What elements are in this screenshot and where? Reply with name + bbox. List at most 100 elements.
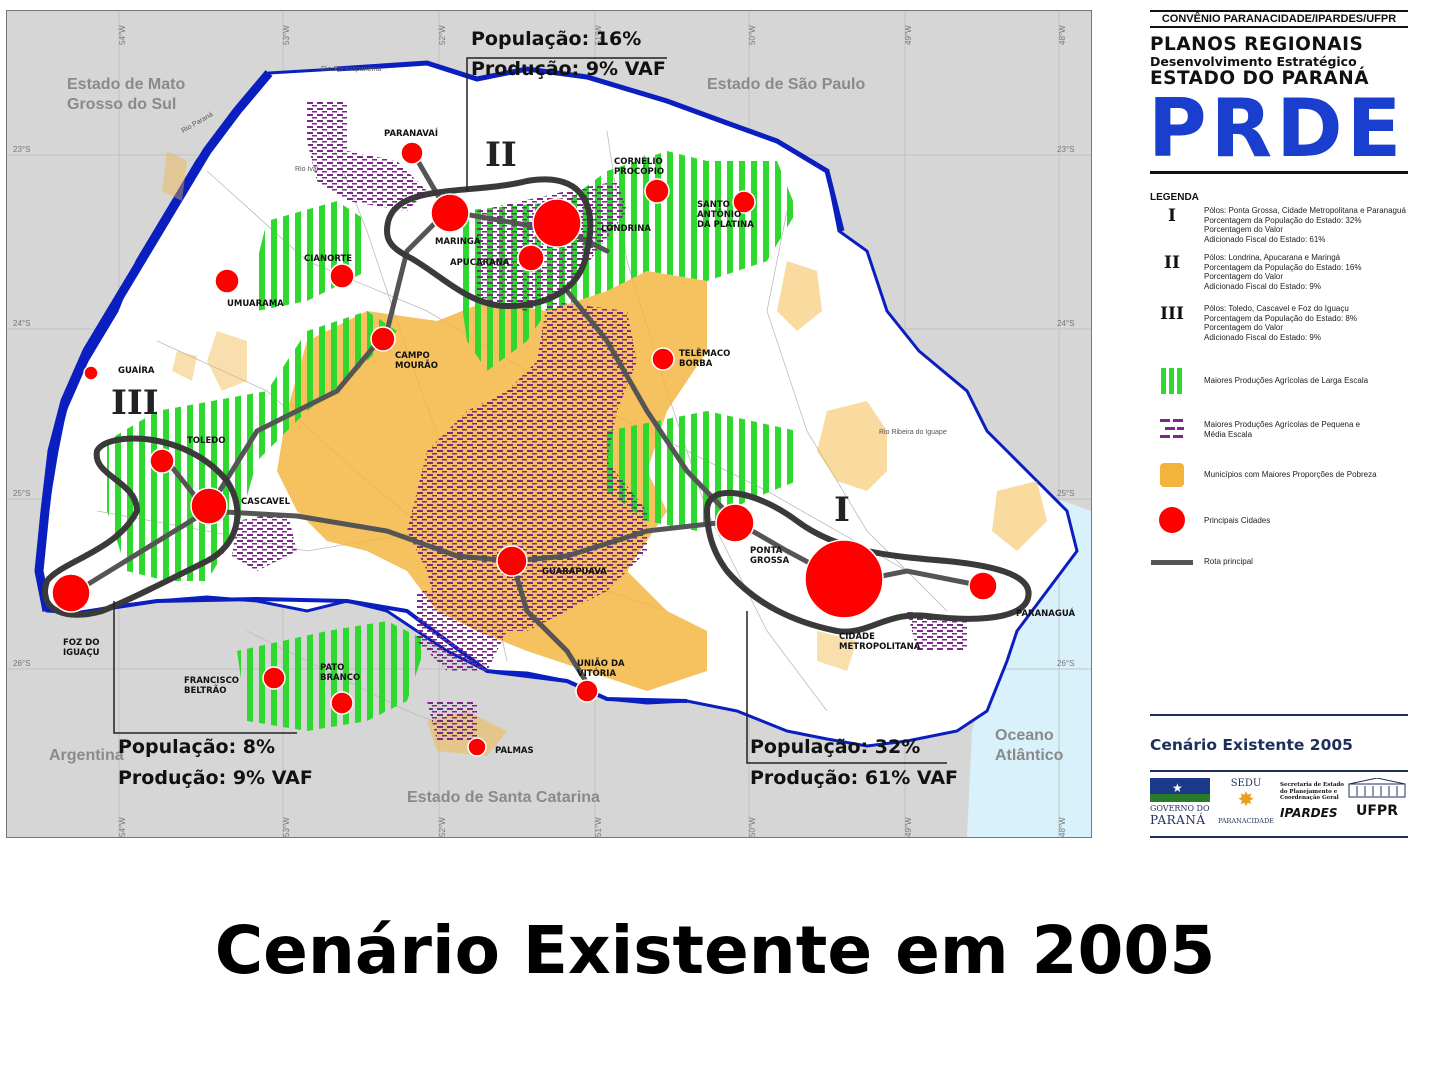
gov-text-1: GOVERNO DO [1150,804,1210,813]
city-label: PARANAGUÁ [1016,607,1075,619]
red-circle-icon [1159,507,1185,533]
city-paranavai-marker [400,141,424,165]
city-label: MARINGÁ [435,235,481,247]
region-ii-production: Produção: 9% VAF [471,58,666,80]
sec-text-2: do Planejamento e [1280,788,1338,795]
city-label: METROPOLITANA [839,642,921,652]
city-pato-branco-marker [330,691,354,715]
legend-text: Média Escala [1204,429,1253,439]
city-uniao-marker [575,679,599,703]
region-i-outline [703,489,1032,635]
legend-pole-iii: III Pólos: Toledo, Cascavel e Foz do Igu… [1148,304,1357,342]
city-label: UNIÃO DA [577,658,625,669]
region-ii-numeral: II [485,135,517,175]
paranacidade-text: PARANACIDADE [1218,817,1274,825]
stat-leader-lines [113,57,947,764]
region-iii-outline [42,435,241,618]
city-label: IGUAÇU [63,648,100,658]
legend-pole-i: I Pólos: Ponta Grossa, Cidade Metropolit… [1148,206,1406,244]
ocean-label-2: Atlântico [995,747,1064,764]
legend-large-agri: Maiores Produções Agrícolas de Larga Esc… [1148,368,1368,394]
sec-text-3: Coordenação Geral [1280,795,1339,801]
lat-label: 24°S [13,319,30,328]
scenario-title: Cenário Existente 2005 [1150,736,1353,754]
city-label: BELTRÃO [184,685,226,696]
region-ii-population: População: 16% [471,28,641,50]
green-stripes-icon [1161,368,1182,394]
legend-cities: Principais Cidades [1148,506,1270,534]
region-i-numeral: I [834,490,850,530]
legend-text: Maiores Produções Agrícolas de Larga Esc… [1204,376,1369,385]
city-label: ANTÔNIO [697,208,741,220]
city-telemaco-marker [651,347,675,371]
city-label: MOURÃO [395,360,438,371]
legend-text: Municípios com Maiores Proporções de Pob… [1204,470,1377,479]
city-label: BRANCO [320,673,360,683]
lon-label: 52°W [438,817,447,837]
city-maringa-marker [430,193,470,233]
ipardes-text: IPARDES [1280,805,1338,820]
legend-text: Principais Cidades [1204,516,1271,525]
city-label: VITÓRIA [577,667,616,679]
lon-label: 51°W [594,817,603,837]
header-desenvolvimento: Desenvolvimento Estratégico [1150,54,1357,69]
city-label: PONTA [750,546,783,556]
logos-bottom-rule [1150,836,1408,838]
lon-label: 54°W [118,25,127,45]
lat-label: 23°S [13,145,30,154]
parana-river [34,70,273,612]
legend-text: Porcentagem da População do Estado: 32% [1204,215,1362,225]
legend-pole-i-numeral: I [1168,206,1176,226]
city-label: GUAÍRA [118,364,155,376]
state-label-sp: Estado de São Paulo [707,76,865,93]
legend-text: Porcentagem do Valor [1204,272,1284,282]
city-label: BORBA [679,359,713,369]
city-umuarama-marker [214,268,240,294]
city-londrina-marker [532,198,582,248]
legend-text: Maiores Produções Agrícolas de Pequena e [1204,420,1361,429]
orange-area-icon [1160,463,1184,487]
city-label: CORNÉLIO [614,155,663,167]
region-outlines [42,176,1032,635]
ufpr-logo: UFPR [1346,777,1408,838]
state-label-ms-2: Grosso do Sul [67,96,176,113]
river-label-parana: Rio Paraná [181,111,215,135]
lon-label: 52°W [438,25,447,45]
city-cascavel-marker [190,487,228,525]
legend-text: Porcentagem do Valor [1204,323,1284,333]
star-flag-icon: ★ [1150,778,1210,802]
legend-poverty: Municípios com Maiores Proporções de Pob… [1148,462,1377,488]
lat-label: 25°S [13,489,30,498]
scenario-top-rule [1150,714,1408,716]
city-label: CIDADE [839,632,875,642]
legend-text: Pólos: Ponta Grossa, Cidade Metropolitan… [1204,206,1406,215]
region-i-population: População: 32% [750,736,920,758]
ufpr-text: UFPR [1356,803,1398,819]
city-foz-marker [51,573,91,613]
legend-text: Porcentagem da População do Estado: 16% [1204,262,1362,272]
country-label-argentina: Argentina [49,747,124,764]
region-iii-numeral: III [111,383,159,423]
purple-dashes-icon [1160,419,1184,438]
city-label: CAMPO [395,351,430,361]
governo-parana-logo: ★ GOVERNO DO PARANÁ [1150,778,1212,838]
city-cianorte-marker [329,263,355,289]
gov-text-2: PARANÁ [1150,813,1206,827]
convenio-header: CONVÊNIO PARANACIDADE/IPARDES/UFPR [1150,10,1408,28]
city-palmas-marker [467,737,487,757]
river-label-ivai: Rio Ivaí [295,166,319,173]
sedu-text: SEDU [1230,778,1262,789]
city-label: SANTO [697,200,730,210]
legend-text: Porcentagem do Valor [1204,225,1284,235]
legend-route: Rota principal [1148,556,1253,568]
ocean-label-1: Oceano [995,727,1054,744]
lon-label: 49°W [904,817,913,837]
city-metropolitana-marker [804,539,884,619]
state-label-sc: Estado de Santa Catarina [407,789,600,806]
lat-label: 26°S [1057,659,1074,668]
map-panel: PARANAVAÍ MARINGÁ LONDRINA APUCARANA COR… [6,10,1092,838]
header-planos: PLANOS REGIONAIS [1150,34,1364,55]
paranapanema-river [336,60,845,232]
parana-map: PARANAVAÍ MARINGÁ LONDRINA APUCARANA COR… [7,11,1091,837]
river-label-ribeira: Rio Ribeira do Iguape [879,429,947,436]
